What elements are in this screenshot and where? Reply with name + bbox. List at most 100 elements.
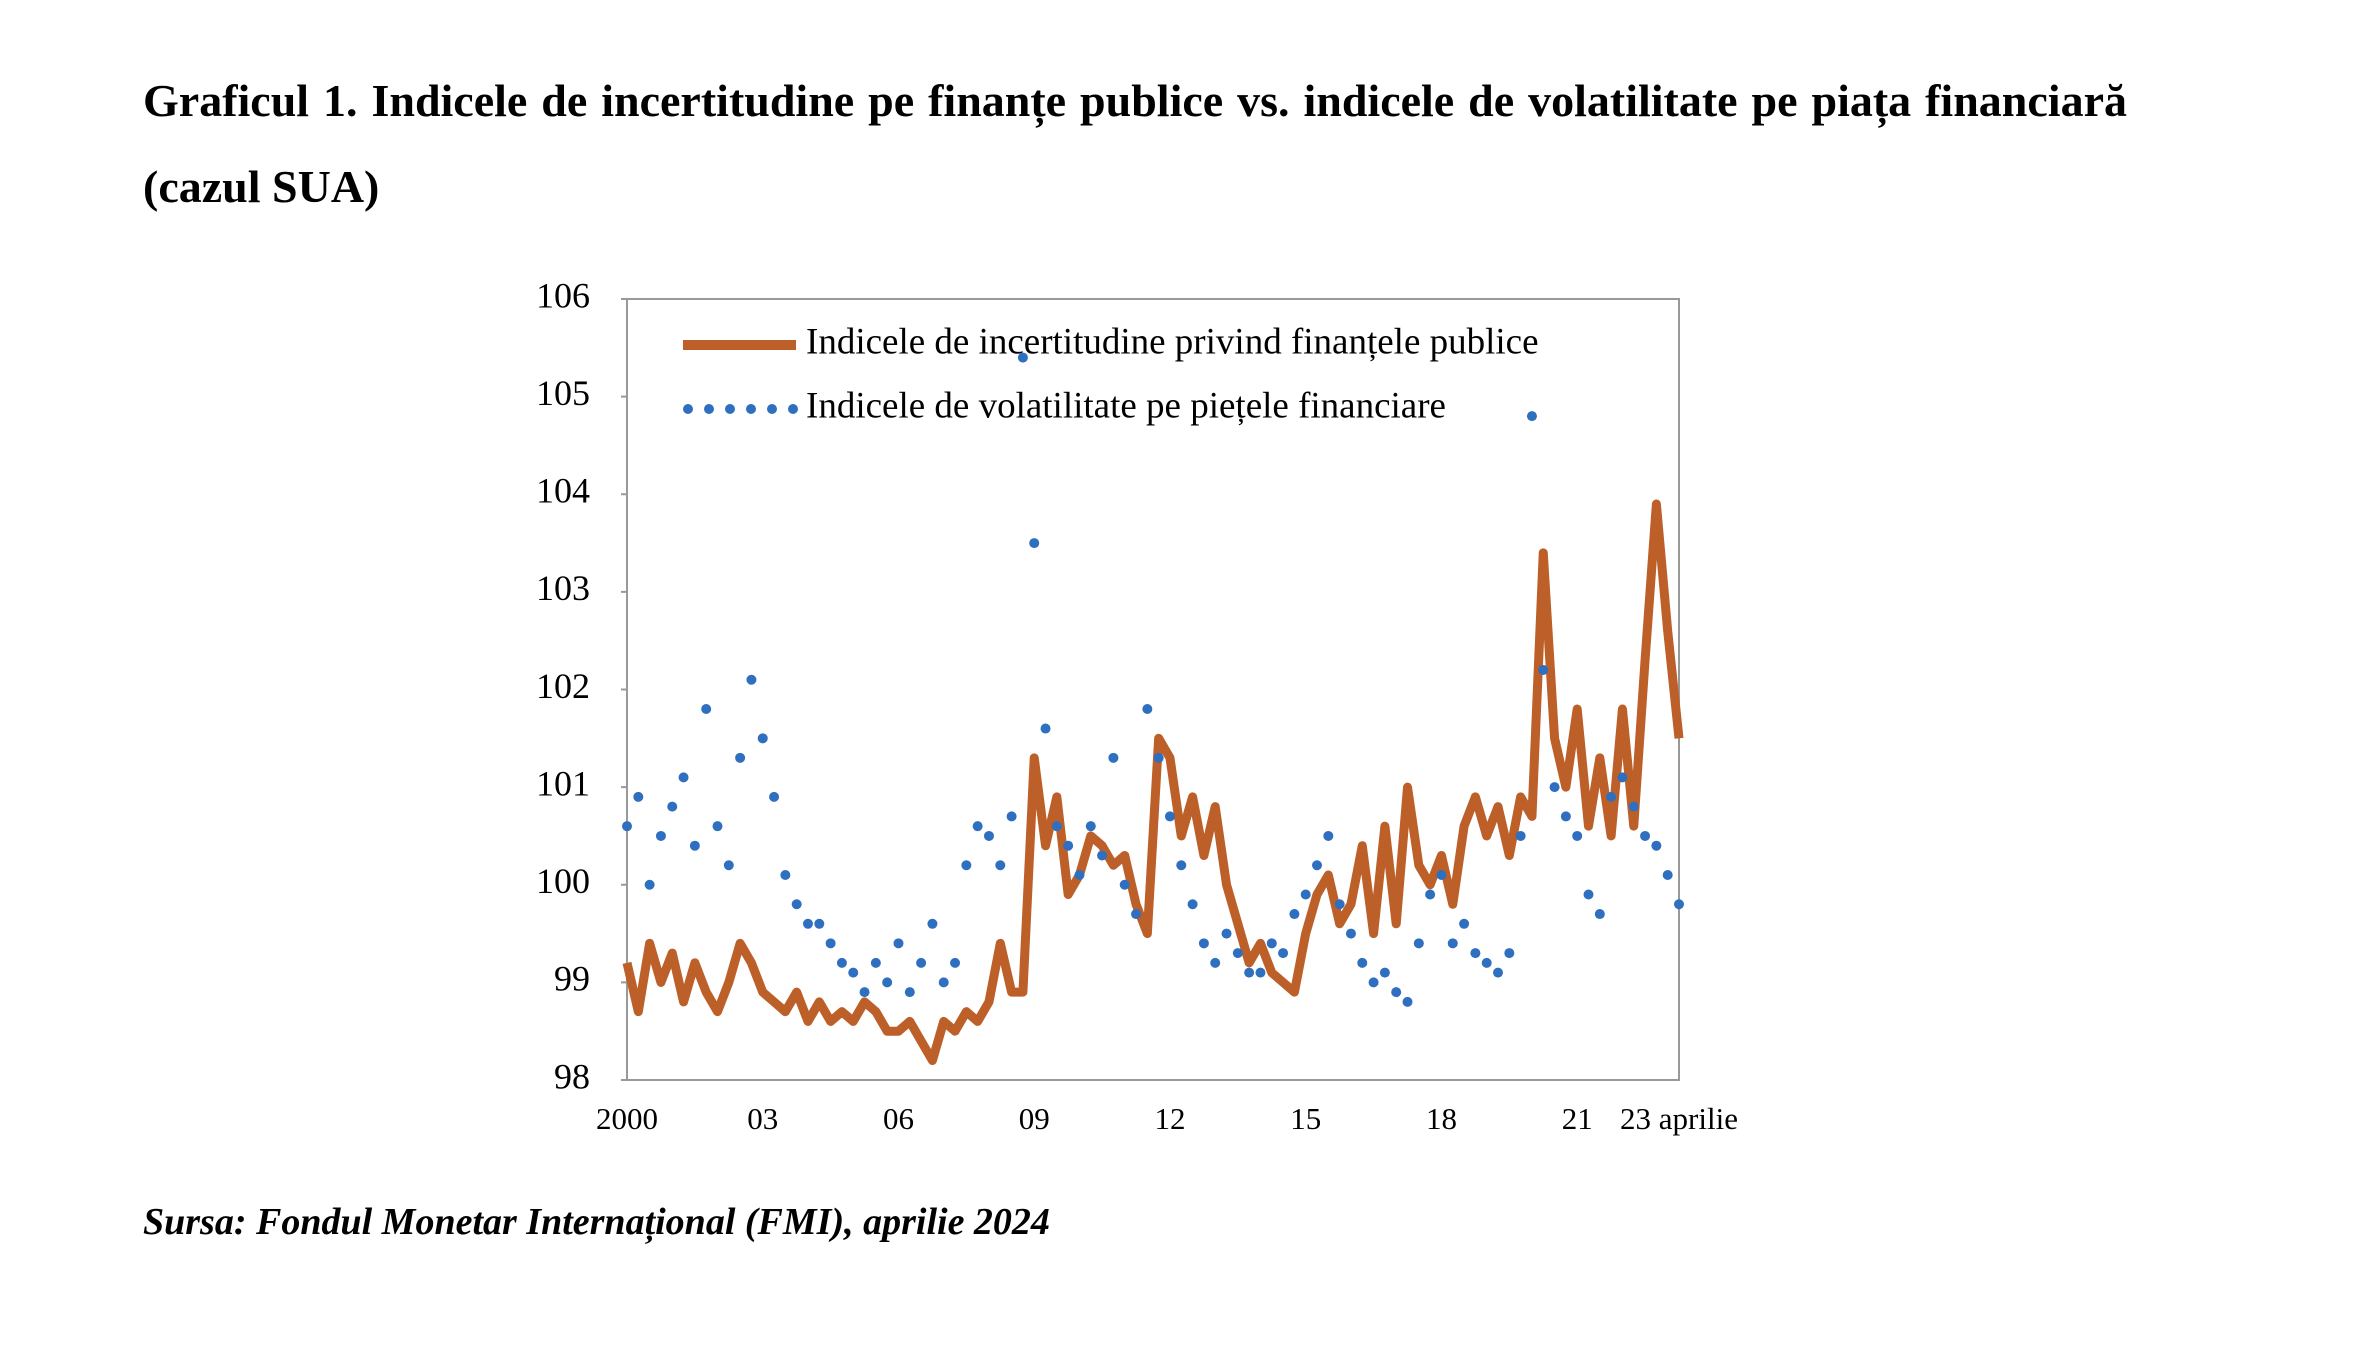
data-point (1402, 996, 1413, 1007)
chart-title: Graficul 1. Indicele de incertitudine pe… (143, 75, 2127, 212)
legend-label: Indicele de volatilitate pe piețele fina… (806, 385, 1446, 426)
data-point (961, 860, 972, 871)
y-tick-label: 98 (554, 1056, 590, 1096)
data-point (723, 860, 734, 871)
data-point (1108, 752, 1119, 763)
data-point (667, 801, 678, 812)
data-point (1323, 830, 1334, 841)
data-point (1164, 811, 1175, 822)
data-point (882, 977, 893, 988)
data-point (1266, 938, 1277, 949)
data-point (791, 899, 802, 910)
legend-label: Indicele de incertitudine privind finanț… (806, 321, 1539, 362)
x-tick-label: 21 (1562, 1101, 1593, 1136)
data-point (746, 674, 757, 685)
data-point (1221, 928, 1232, 939)
legend-swatch (788, 404, 798, 414)
data-point (972, 821, 983, 832)
data-point (1583, 889, 1594, 900)
data-point (1244, 967, 1255, 978)
data-point (814, 918, 825, 929)
data-point (1063, 840, 1074, 851)
data-point (1198, 938, 1209, 949)
data-point (644, 879, 655, 890)
data-point (712, 821, 723, 832)
data-point (780, 869, 791, 880)
data-point (1425, 889, 1436, 900)
x-tick-label: 09 (1019, 1101, 1050, 1136)
data-point (1662, 869, 1673, 880)
data-point (893, 938, 904, 949)
y-tick-label: 105 (536, 373, 590, 413)
data-point (995, 860, 1006, 871)
data-point (1628, 801, 1639, 812)
data-point (1481, 957, 1492, 968)
legend-swatch (683, 404, 693, 414)
data-point (1176, 860, 1187, 871)
x-tick-label: 18 (1426, 1101, 1457, 1136)
series-line (622, 499, 1684, 1065)
data-point (802, 918, 813, 929)
data-point (1436, 869, 1447, 880)
data-point (1594, 909, 1605, 920)
source-note: Sursa: Fondul Monetar Internațional (FMI… (143, 1201, 1050, 1243)
data-point (1278, 948, 1289, 959)
data-point (1368, 977, 1379, 988)
y-tick-label: 106 (536, 275, 590, 315)
data-point (769, 791, 780, 802)
data-point (848, 967, 859, 978)
x-tick-label: 2000 (596, 1101, 658, 1136)
data-point (633, 791, 644, 802)
data-point (1560, 811, 1571, 822)
y-tick-label: 99 (554, 959, 590, 999)
data-point (701, 704, 712, 715)
data-point (1210, 957, 1221, 968)
data-point (1097, 850, 1108, 861)
data-point (1674, 899, 1684, 910)
data-point (927, 918, 938, 929)
data-point (916, 957, 927, 968)
x-tick-label: 15 (1290, 1101, 1321, 1136)
x-tick-label: 12 (1154, 1101, 1185, 1136)
data-point (757, 733, 768, 744)
data-point (622, 821, 632, 832)
y-tick-label: 101 (536, 763, 590, 803)
data-point (1040, 723, 1051, 734)
data-point (1312, 860, 1323, 871)
data-point (1379, 967, 1390, 978)
x-tick-label: 23 aprilie (1620, 1101, 1738, 1136)
data-point (735, 752, 746, 763)
data-point (1391, 987, 1402, 998)
legend-swatch (746, 404, 756, 414)
data-point (1357, 957, 1368, 968)
data-point (1255, 967, 1266, 978)
data-point (1413, 938, 1424, 949)
data-point (950, 957, 961, 968)
data-point (689, 840, 700, 851)
data-point (1085, 821, 1096, 832)
data-point (1526, 411, 1537, 422)
data-point (1549, 782, 1560, 793)
data-point (1493, 967, 1504, 978)
data-point (1074, 869, 1085, 880)
data-point (859, 987, 870, 998)
data-point (1187, 899, 1198, 910)
data-point (1017, 352, 1028, 363)
data-point (1345, 928, 1356, 939)
data-point (1029, 538, 1040, 549)
data-point (1470, 948, 1481, 959)
y-tick-label: 102 (536, 666, 590, 706)
data-point (1153, 752, 1164, 763)
data-point (1289, 909, 1300, 920)
data-point (1572, 830, 1583, 841)
x-tick-label: 06 (883, 1101, 914, 1136)
x-tick-label: 03 (747, 1101, 778, 1136)
data-point (1606, 791, 1617, 802)
data-point (1300, 889, 1311, 900)
y-tick-label: 100 (536, 861, 590, 901)
legend-swatch (767, 404, 777, 414)
data-point (904, 987, 915, 998)
data-point (1119, 879, 1130, 890)
data-point (1447, 938, 1458, 949)
